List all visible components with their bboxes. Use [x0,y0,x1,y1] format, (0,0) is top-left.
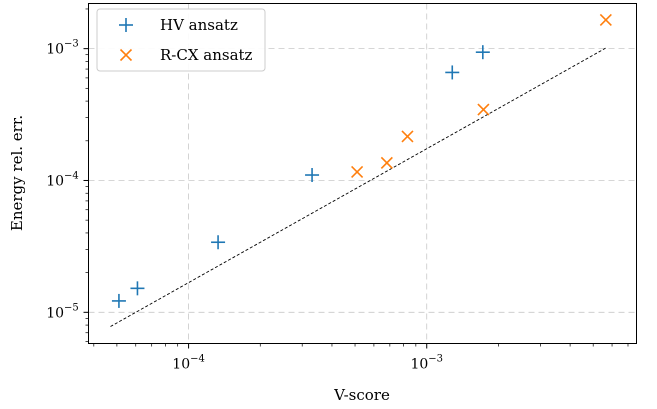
hv-ansatz-point [305,168,320,183]
legend-plus-marker [119,18,133,32]
r-cx-ansatz-point [477,103,490,116]
legend-x-marker [119,48,133,62]
x-marker-b [401,130,414,143]
r-cx-ansatz-point [401,130,414,143]
hv-ansatz-point [475,45,490,60]
r-cx-ansatz-point [380,156,393,169]
legend: HV ansatz R-CX ansatz [96,8,266,72]
x-marker-b [119,48,133,62]
data-points [111,13,612,308]
hv-ansatz-point [211,235,226,250]
x-marker-b [351,165,364,179]
x-tick-label: 10−3 [410,354,443,373]
y-tick-label: 10−3 [46,39,79,58]
reference-line [110,47,607,327]
hv-ansatz-point [130,281,145,296]
x-tick-label: 10−4 [172,354,205,373]
x-marker-b [599,13,612,27]
legend-label-r-cx-ansatz: R-CX ansatz [160,46,253,64]
y-axis-label: Energy rel. err. [8,115,26,231]
x-axis-label: V-score [333,386,390,404]
x-marker-b [477,103,490,116]
y-tick-label: 10−4 [46,170,79,189]
x-marker-b [380,156,393,169]
grid [88,3,637,344]
legend-box [96,8,266,72]
legend-label-hv-ansatz: HV ansatz [160,16,238,34]
plot-frame [88,3,637,344]
legend-marker-r-cx-ansatz [119,48,133,62]
legend-marker-hv-ansatz [119,18,133,32]
tick-labels: 10−4 10−3 10−5 10−4 10−3 [46,39,443,373]
reference-line-group [110,47,607,327]
r-cx-ansatz-point [351,165,364,179]
hv-ansatz-point [445,65,460,80]
y-tick-label: 10−5 [46,302,79,321]
hv-ansatz-point [111,293,126,308]
r-cx-ansatz-point [599,13,612,27]
